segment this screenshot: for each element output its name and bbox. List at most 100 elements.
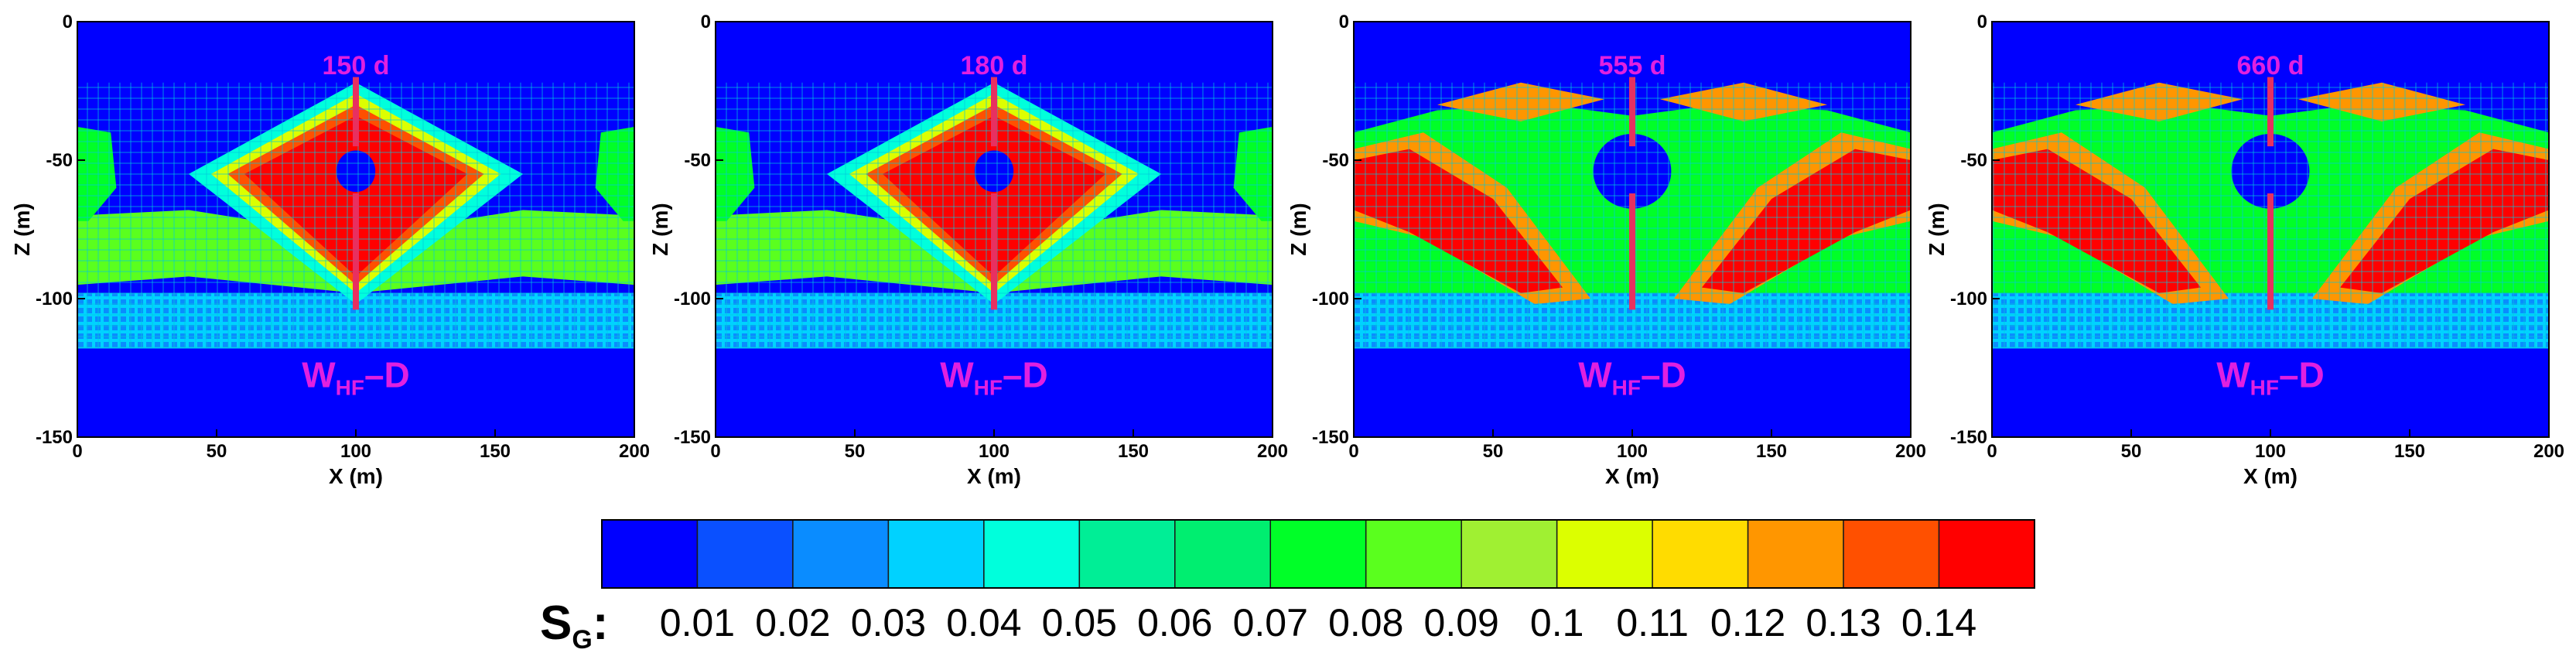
heatmap-panel-4: 0 50 100 150 200 0 -50 -100 -150 X (m) Z (m) 660 d W… bbox=[1925, 12, 2564, 488]
x-tick-label: 150 bbox=[1118, 441, 1149, 462]
colorbar-tick-label: 0.09 bbox=[1424, 601, 1499, 644]
colorbar-swatch bbox=[1174, 519, 1272, 589]
y-axis-label: Z (m) bbox=[1925, 203, 1949, 255]
x-tick-label: 200 bbox=[619, 441, 650, 462]
colorbar-tick-label: 0.1 bbox=[1530, 601, 1584, 644]
x-tick-label: 200 bbox=[1895, 441, 1926, 462]
y-tick-label: 0 bbox=[701, 12, 711, 32]
x-tick-label: 100 bbox=[1617, 441, 1648, 462]
scenario-subscript: HF bbox=[336, 376, 364, 400]
wellbore-top bbox=[353, 77, 359, 147]
colorbar: 0.01 0.02 0.03 0.04 0.05 0.06 0.07 0.08 0.09 0.1 0… bbox=[540, 519, 2035, 654]
y-tick-label: -100 bbox=[36, 289, 73, 309]
colorbar-tick-label: 0.02 bbox=[755, 601, 830, 644]
scenario-rest: –D bbox=[364, 355, 410, 395]
colorbar-swatch bbox=[696, 519, 794, 589]
y-axis-label: Z (m) bbox=[648, 203, 672, 255]
colorbar-swatch bbox=[1938, 519, 2035, 589]
panel-title: 180 d bbox=[961, 51, 1028, 80]
colorbar-swatch bbox=[1747, 519, 1844, 589]
colorbar-tick-label: 0.13 bbox=[1806, 601, 1881, 644]
scenario-label: WHF–D bbox=[1578, 355, 1686, 400]
heatmap-field bbox=[716, 22, 1273, 437]
x-tick-label: 150 bbox=[2394, 441, 2425, 462]
colorbar-swatch bbox=[887, 519, 985, 589]
heatmap-panel-1: 0 50 100 150 200 0 -50 -100 -150 X (m) Z (m) 150 d W… bbox=[10, 12, 650, 488]
scenario-subscript: HF bbox=[2250, 376, 2279, 400]
scenario-subscript: HF bbox=[1612, 376, 1641, 400]
panel-title: 150 d bbox=[323, 51, 390, 80]
colorbar-swatch bbox=[792, 519, 890, 589]
scenario-label: WHF–D bbox=[940, 355, 1048, 400]
scenario-subscript: HF bbox=[974, 376, 1003, 400]
wellbore-bottom bbox=[991, 193, 997, 310]
colorbar-tick-label: 0.04 bbox=[946, 601, 1021, 644]
panel-title: 660 d bbox=[2237, 51, 2304, 80]
x-tick-label: 0 bbox=[1987, 441, 1997, 462]
colorbar-title-subscript: G bbox=[572, 625, 592, 654]
wellbore-top bbox=[2267, 77, 2274, 147]
x-tick-label: 50 bbox=[845, 441, 866, 462]
scenario-main: W bbox=[302, 355, 336, 395]
scenario-main: W bbox=[2216, 355, 2250, 395]
x-tick-label: 0 bbox=[710, 441, 720, 462]
y-tick-label: -100 bbox=[1312, 289, 1349, 309]
x-tick-label: 150 bbox=[480, 441, 511, 462]
colorbar-tick-label: 0.01 bbox=[660, 601, 735, 644]
colorbar-tick-label: 0.11 bbox=[1616, 601, 1689, 644]
colorbar-title-colon: : bbox=[593, 596, 609, 650]
x-tick-label: 100 bbox=[979, 441, 1010, 462]
colorbar-swatch bbox=[1365, 519, 1462, 589]
colorbar-tick-label: 0.06 bbox=[1137, 601, 1212, 644]
y-tick-label: -50 bbox=[1322, 150, 1349, 171]
x-tick-label: 100 bbox=[2255, 441, 2286, 462]
y-tick-label: -100 bbox=[1950, 289, 1987, 309]
y-tick-label: -50 bbox=[1960, 150, 1987, 171]
wellbore-top bbox=[1629, 77, 1635, 147]
y-tick-label: 0 bbox=[63, 12, 73, 32]
y-axis-label: Z (m) bbox=[1286, 203, 1310, 255]
colorbar-swatch bbox=[1652, 519, 1749, 589]
colorbar-tick-label: 0.12 bbox=[1710, 601, 1785, 644]
colorbar-tick-label: 0.14 bbox=[1901, 601, 1976, 644]
colorbar-tick-label: 0.05 bbox=[1042, 601, 1117, 644]
x-tick-label: 50 bbox=[207, 441, 227, 462]
y-tick-label: -150 bbox=[674, 427, 711, 448]
x-tick-label: 200 bbox=[1257, 441, 1288, 462]
colorbar-tick-label: 0.07 bbox=[1233, 601, 1308, 644]
scenario-rest: –D bbox=[1003, 355, 1048, 395]
x-tick-label: 0 bbox=[72, 441, 82, 462]
x-tick-label: 0 bbox=[1348, 441, 1358, 462]
colorbar-title-main: S bbox=[540, 596, 572, 650]
scenario-rest: –D bbox=[2279, 355, 2325, 395]
x-tick-label: 50 bbox=[2121, 441, 2142, 462]
scenario-main: W bbox=[1578, 355, 1612, 395]
y-tick-label: -150 bbox=[36, 427, 73, 448]
scenario-main: W bbox=[940, 355, 974, 395]
colorbar-swatch bbox=[1843, 519, 1940, 589]
y-axis-label: Z (m) bbox=[10, 203, 34, 255]
heatmap-field bbox=[1992, 22, 2549, 437]
x-tick-label: 150 bbox=[1756, 441, 1787, 462]
heatmap-panel-2: 0 50 100 150 200 0 -50 -100 -150 X (m) Z (m) 180 d W… bbox=[648, 12, 1288, 488]
colorbar-swatch bbox=[1269, 519, 1367, 589]
wellbore-bottom bbox=[1629, 193, 1635, 310]
x-tick-label: 200 bbox=[2533, 441, 2564, 462]
wellbore-bottom bbox=[2267, 193, 2274, 310]
wellbore-top bbox=[991, 77, 997, 147]
scenario-rest: –D bbox=[1641, 355, 1686, 395]
colorbar-tick-label: 0.03 bbox=[851, 601, 926, 644]
heatmap-field bbox=[1354, 22, 1911, 437]
x-axis-label: X (m) bbox=[329, 464, 383, 488]
wellbore-bottom bbox=[353, 193, 359, 310]
colorbar-swatch bbox=[1078, 519, 1176, 589]
x-tick-label: 50 bbox=[1483, 441, 1504, 462]
colorbar-tick-label: 0.08 bbox=[1328, 601, 1403, 644]
colorbar-title: SG: bbox=[540, 596, 608, 654]
colorbar-swatch bbox=[1556, 519, 1653, 589]
panel-title: 555 d bbox=[1599, 51, 1666, 80]
y-tick-label: -150 bbox=[1950, 427, 1987, 448]
scenario-label: WHF–D bbox=[302, 355, 410, 400]
x-tick-label: 100 bbox=[340, 441, 371, 462]
